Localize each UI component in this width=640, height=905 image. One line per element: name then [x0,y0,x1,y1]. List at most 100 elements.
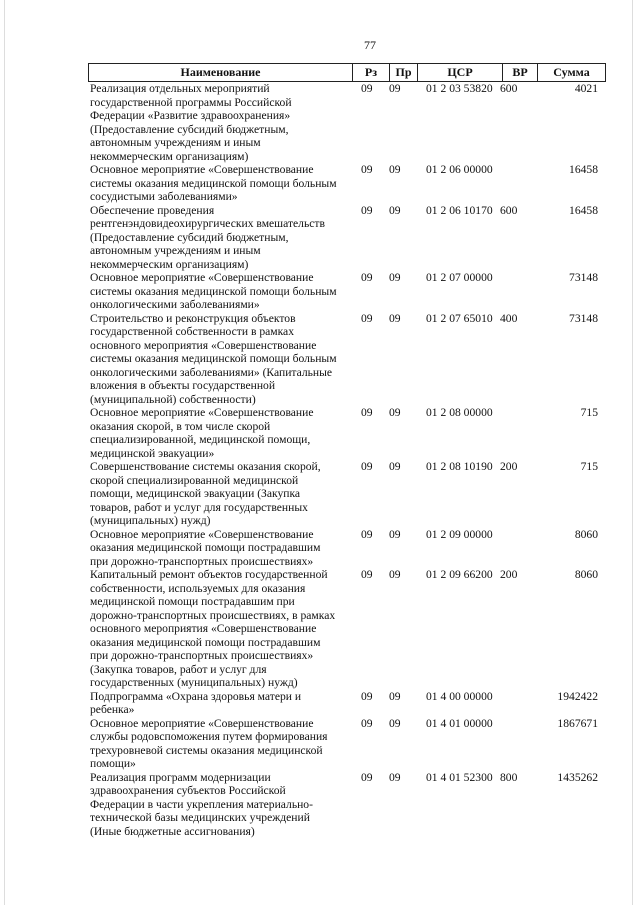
cell-vr: 800 [500,770,518,784]
cell-rz: 09 [361,203,373,217]
cell-sum: 715 [580,460,598,473]
table-row: Капитальный ремонт объектов государствен… [88,568,606,690]
cell-pr: 09 [389,716,401,730]
cell-name-line: скорой специализированной медицинской [90,473,299,487]
cell-vr [498,271,532,312]
cell-name: Основное мероприятие «Совершенствование с… [88,717,351,771]
cell-name-line: (Предоставление субсидий бюджетным, [90,230,289,244]
cell-name-line: (Иные бюджетные ассигнования) [90,824,255,838]
cell-name-line: Основное мероприятие «Совершенствование [90,406,314,419]
header-pr: Пр [390,64,418,81]
header-name: Наименование [89,64,353,81]
cell-rz: 09 [361,716,373,730]
cell-sum: 8060 [574,568,598,581]
cell-name: Капитальный ремонт объектов государствен… [88,568,351,690]
cell-vr [498,717,532,771]
cell-csr: 01 2 08 00000 [426,406,493,419]
cell-sum: 1867671 [557,716,598,730]
cell-name-line: технической базы медицинских учреждений [90,811,310,824]
cell-name-line: вложения в объекты государственной [90,379,276,392]
cell-csr: 01 2 07 00000 [426,271,493,284]
cell-name-line: трехуровневой системы оказания медицинск… [90,743,323,757]
cell-name: Подпрограмма «Охрана здоровья матери и ре… [88,690,351,717]
cell-name: Основное мероприятие «Совершенствование о… [88,406,351,460]
cell-name-line: Реализация программ модернизации [90,770,271,784]
cell-name-line: Реализация отдельных мероприятий [90,82,270,95]
cell-name-line: Совершенствование системы оказания скоро… [90,460,321,473]
cell-name: Основное мероприятие «Совершенствование о… [88,528,351,569]
cell-name-line: Федерации «Развитие здравоохранения» [90,109,291,122]
cell-name-line: Основное мероприятие «Совершенствование [90,716,314,730]
cell-sum: 8060 [574,527,598,541]
cell-vr [498,406,532,460]
cell-csr: 01 4 01 52300 [426,770,493,784]
cell-pr: 09 [389,82,401,95]
cell-vr [498,528,532,569]
cell-vr: 200 [500,568,518,581]
table-row: Основное мероприятие «Совершенствование с… [88,717,606,771]
cell-csr: 01 4 01 00000 [426,716,493,730]
cell-vr: 600 [500,82,518,95]
cell-name-line: дорожно-транспортных происшествиях, в ра… [90,608,336,622]
cell-name: Строительство и реконструкция объектов го… [88,312,351,407]
cell-name-line: помощи, медицинской эвакуации (Закупка [90,487,301,500]
table-row: Реализация программ модернизации здравоох… [88,771,606,839]
table-row: Подпрограмма «Охрана здоровья матери и ре… [88,690,606,717]
cell-sum: 4021 [574,82,598,95]
cell-rz: 09 [361,82,373,95]
cell-sum: 73148 [569,311,598,325]
scan-edge [632,0,633,905]
cell-name-line: медицинской помощи пострадавшим при [90,595,295,608]
cell-pr: 09 [389,770,401,784]
cell-vr [498,690,532,717]
cell-name-line: оказания скорой, в том числе скорой [90,419,271,433]
cell-pr: 09 [389,460,401,473]
cell-name: Основное мероприятие «Совершенствование с… [88,271,351,312]
cell-sum: 16458 [569,203,598,217]
cell-name-line: сосудистыми заболеваниями» [90,190,238,203]
cell-name-line: Капитальный ремонт объектов государствен… [90,568,328,581]
cell-csr: 01 2 07 65010 [426,311,493,325]
cell-name-line: службы родовспоможения путем формировани… [90,730,328,743]
cell-name: Реализация отдельных мероприятий государс… [88,82,351,163]
cell-name-line: государственной программы Российской [90,95,292,109]
cell-name-line: при дорожно-транспортных происшествиях» [90,554,314,568]
cell-pr: 09 [389,163,401,176]
cell-name-line: некоммерческим организациям) [90,257,249,271]
cell-csr: 01 2 09 66200 [426,568,493,581]
cell-name-line: Федерации в части укрепления материально… [90,797,313,811]
cell-rz: 09 [361,271,373,284]
cell-rz: 09 [361,311,373,325]
cell-name: Реализация программ модернизации здравоох… [88,771,351,839]
cell-rz: 09 [361,406,373,419]
cell-sum: 1435262 [557,770,598,784]
table-row: Обеспечение проведения рентгенэндовидеохи… [88,204,606,272]
header-csr: ЦСР [418,64,503,81]
cell-name-line: системы оказания медицинской помощи боль… [90,352,337,365]
cell-name-line: собственности, используемых для оказания [90,581,306,595]
cell-name-line: системы оказания медицинской помощи боль… [90,176,337,190]
cell-name-line: онкологическими заболеваниями» [90,298,260,311]
cell-rz: 09 [361,770,373,784]
scan-edge [4,0,5,905]
cell-name-line: помощи» [90,757,136,770]
cell-name-line: рентгенэндовидеохирургических вмешательс… [90,217,325,230]
cell-name-line: Строительство и реконструкция объектов [90,311,296,325]
header-sum: Сумма [553,65,590,79]
cell-name-line: Основное мероприятие «Совершенствование [90,163,314,176]
cell-rz: 09 [361,527,373,541]
cell-name-line: оказания медицинской помощи пострадавшим [90,541,321,554]
cell-name-line: автономным учреждениям и иным [90,136,261,149]
cell-rz: 09 [361,163,373,176]
cell-name-line: Подпрограмма «Охрана здоровья матери и [90,689,302,703]
cell-pr: 09 [389,568,401,581]
page-number: 77 [364,38,376,52]
cell-rz: 09 [361,568,373,581]
cell-name-line: (Закупка товаров, работ и услуг для [90,662,267,676]
cell-vr: 600 [500,203,518,217]
table-row: Строительство и реконструкция объектов го… [88,312,606,407]
cell-name-line: медицинской эвакуации» [90,446,215,460]
cell-csr: 01 2 03 53820 [426,82,493,95]
cell-rz: 09 [361,689,373,703]
cell-name-line: онкологическими заболеваниями» (Капиталь… [90,365,333,379]
